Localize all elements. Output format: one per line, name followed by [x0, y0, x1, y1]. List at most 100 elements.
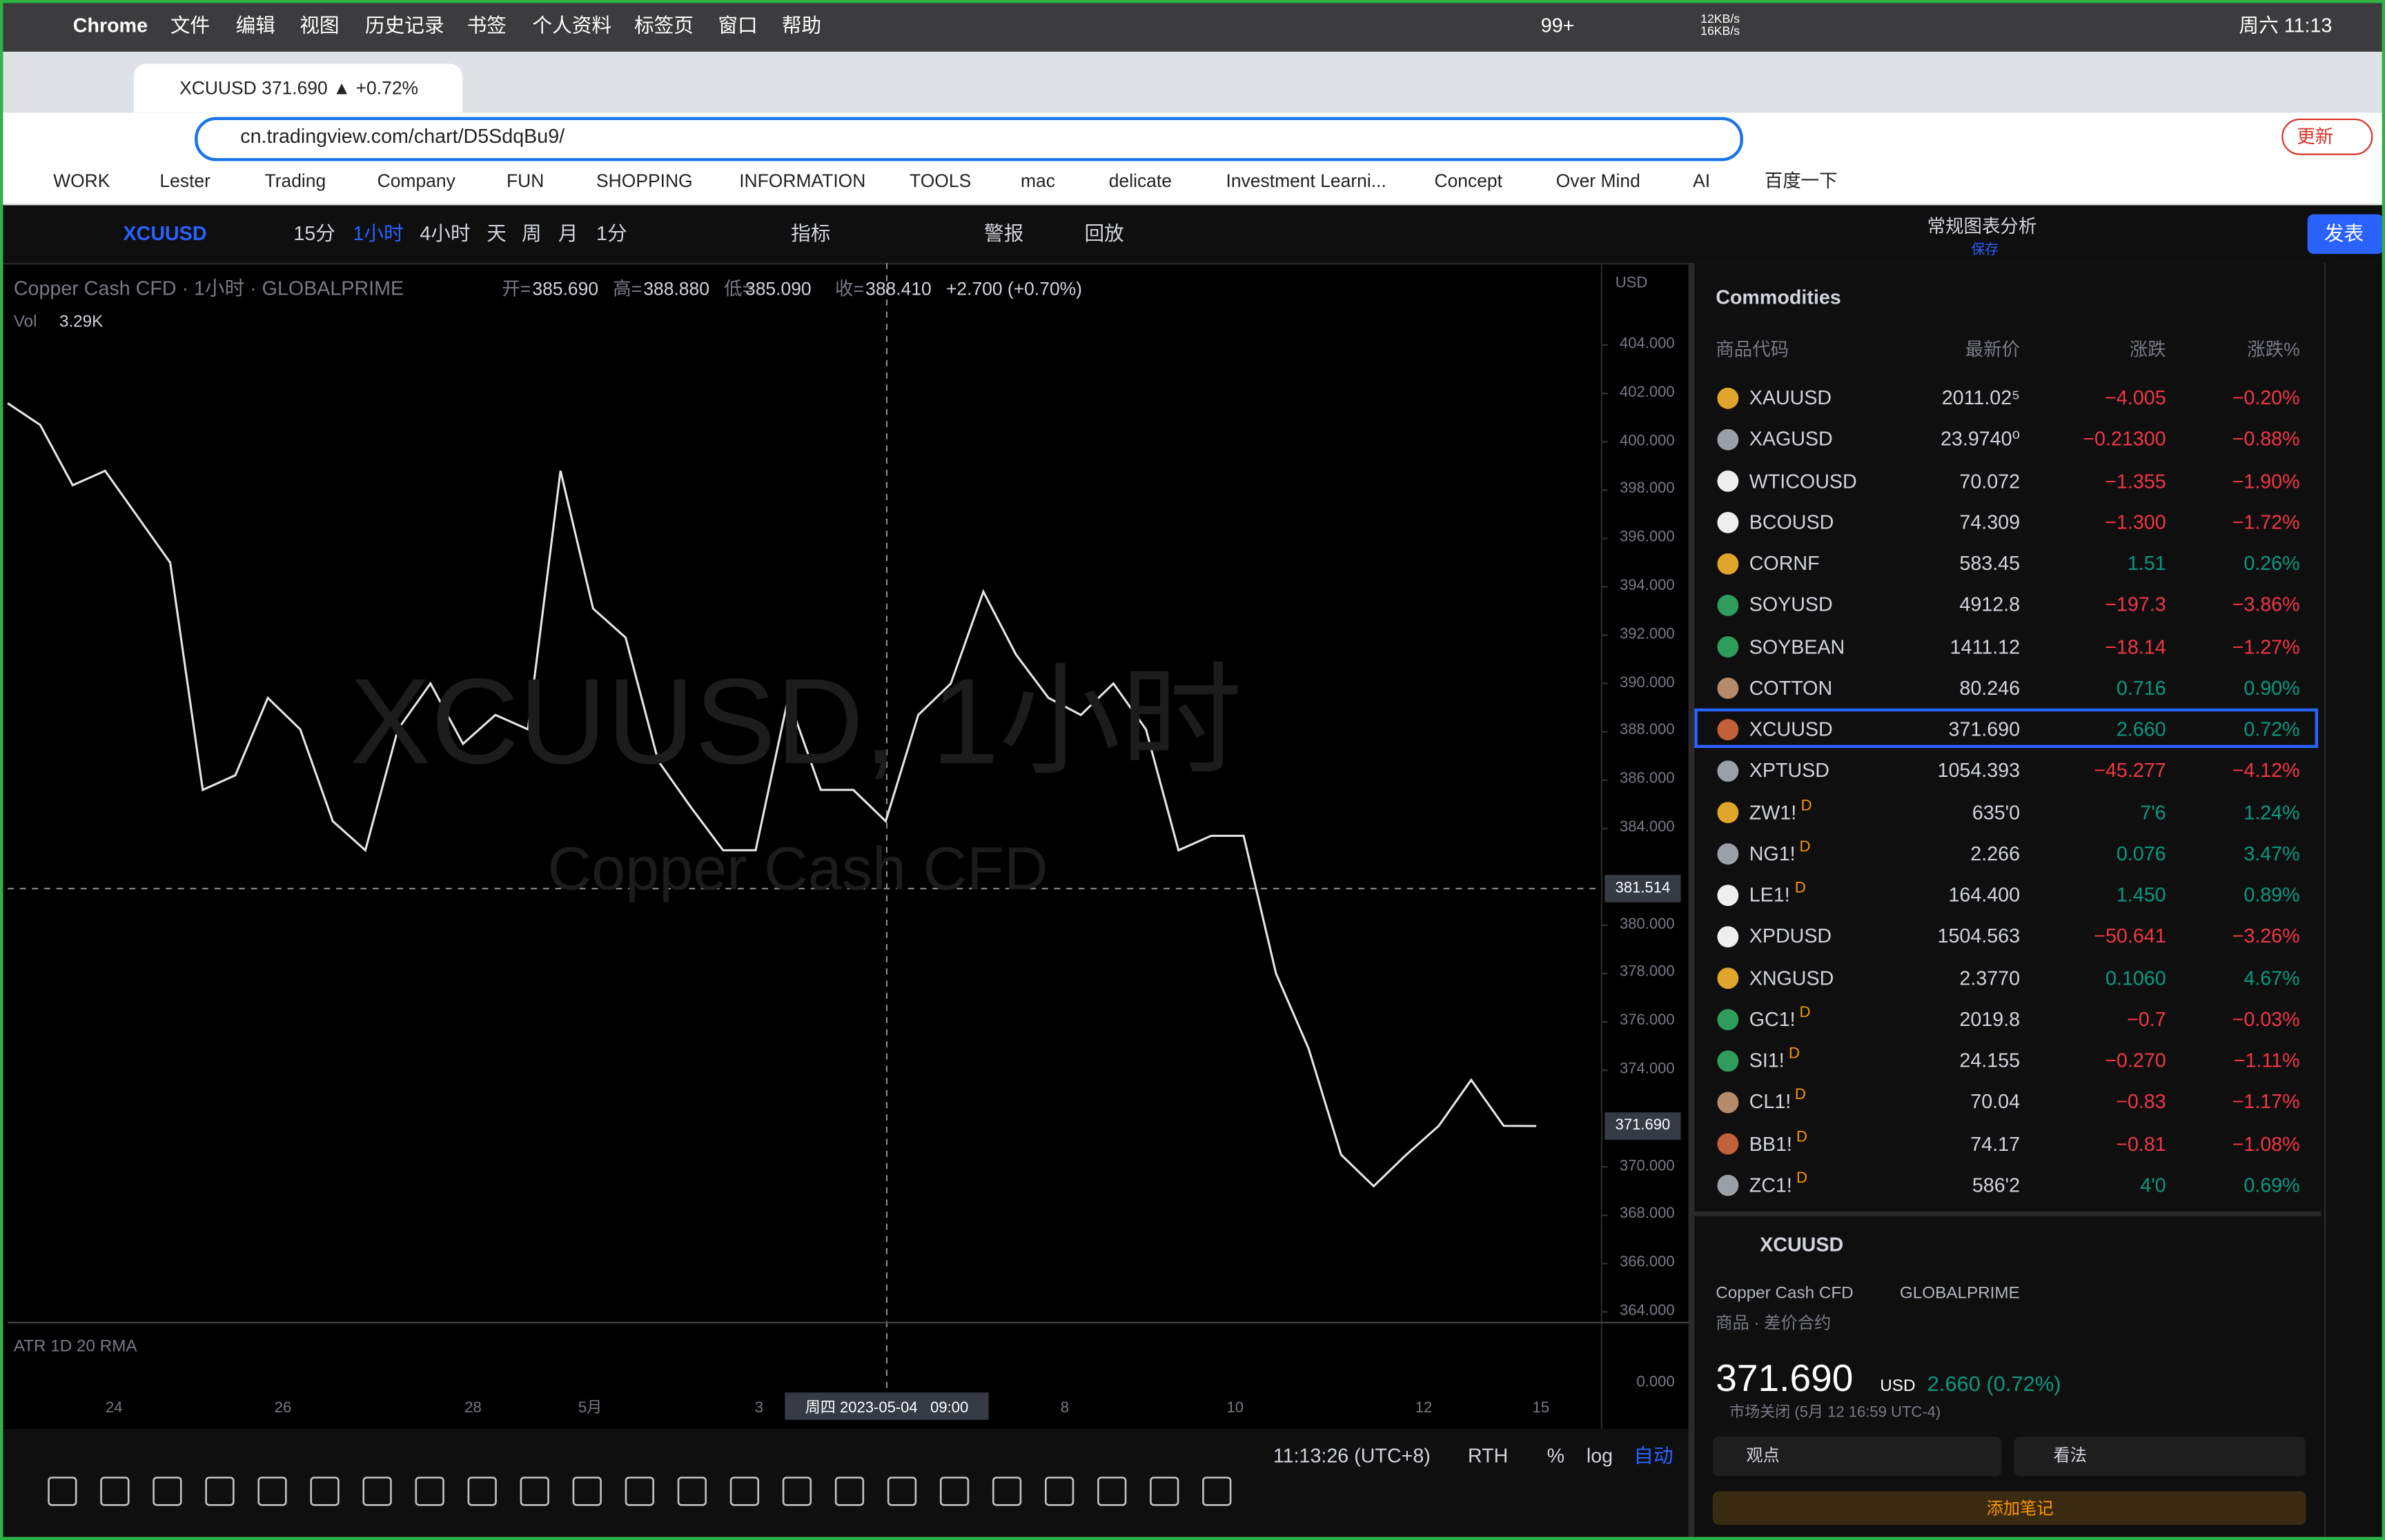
symbol-icon	[1717, 926, 1739, 948]
watchlist-title[interactable]: Commodities	[1716, 286, 1841, 309]
right-sidebar	[2324, 263, 2385, 1540]
row-symbol[interactable]: BCOUSD	[1749, 510, 1834, 533]
time-label: 10	[1226, 1400, 1244, 1417]
row-symbol[interactable]: WTICOUSD	[1749, 468, 1857, 492]
url[interactable]: cn.tradingview.com/chart/D5SdqBu9/	[240, 124, 565, 148]
bookmark[interactable]: Lester	[159, 170, 210, 192]
status-badge: 99+	[1540, 13, 1575, 37]
publish-button[interactable]	[2307, 214, 2384, 254]
row-symbol[interactable]: CORNF	[1749, 551, 1820, 575]
bookmark[interactable]: Over Mind	[1555, 170, 1640, 192]
row-symbol[interactable]: XAGUSD	[1749, 427, 1833, 451]
symbol[interactable]: XCUUSD	[123, 221, 207, 245]
bookmark[interactable]: 百度一下	[1764, 170, 1838, 192]
bookmark[interactable]: Company	[377, 170, 455, 192]
row-price: 2011.02⁵	[1941, 386, 2021, 409]
ideas[interactable]: 观点	[1746, 1447, 1780, 1465]
layout-name[interactable]: 常规图表分析	[1927, 215, 2037, 237]
row-symbol[interactable]: SOYBEAN	[1749, 634, 1845, 658]
drawing-toolbar	[0, 1429, 1689, 1540]
row-symbol[interactable]: XPDUSD	[1749, 925, 1832, 948]
add-note[interactable]: 添加笔记	[1986, 1500, 2054, 1519]
price-tick-label: 404.000	[1620, 335, 1675, 353]
alert[interactable]: 警报	[984, 221, 1024, 245]
delayed-mark: D	[1789, 1045, 1800, 1063]
menu-item[interactable]: 个人资料	[532, 13, 612, 37]
opinions[interactable]: 看法	[2053, 1447, 2088, 1465]
menu-item[interactable]: 帮助	[781, 13, 822, 37]
status-log[interactable]: log	[1586, 1444, 1613, 1468]
ideas-button[interactable]	[1712, 1437, 2002, 1477]
interval[interactable]: 4小时	[420, 221, 471, 245]
row-symbol[interactable]: CL1!	[1749, 1090, 1792, 1114]
row-symbol[interactable]: BB1!	[1749, 1132, 1792, 1155]
menu-item[interactable]: 书签	[467, 13, 507, 37]
bookmark[interactable]: TOOLS	[910, 170, 972, 192]
publish[interactable]: 发表	[2324, 221, 2364, 245]
volume-label: Vol	[13, 313, 37, 332]
active-tab[interactable]	[133, 63, 463, 113]
bookmark[interactable]: FUN	[506, 170, 544, 192]
row-symbol[interactable]: XAUUSD	[1749, 386, 1832, 409]
tool-icon	[1150, 1477, 1179, 1506]
menu-item[interactable]: 标签页	[634, 13, 694, 37]
time-label: 12	[1415, 1400, 1433, 1417]
interval[interactable]: 1小时	[353, 221, 404, 245]
bookmark[interactable]: mac	[1020, 170, 1055, 192]
interval[interactable]: 月	[558, 221, 578, 245]
row-symbol[interactable]: SOYUSD	[1749, 593, 1833, 616]
row-symbol[interactable]: ZW1!	[1749, 800, 1797, 824]
app-menu: Chrome	[72, 13, 148, 37]
note-button[interactable]	[1712, 1491, 2306, 1525]
price-tick-label: 396.000	[1620, 529, 1675, 546]
legend-high: 388.880	[643, 278, 709, 300]
row-price: 80.246	[1959, 675, 2021, 699]
row-symbol[interactable]: XCUUSD	[1749, 717, 1833, 741]
update-button[interactable]	[2281, 118, 2373, 155]
interval[interactable]: 1分	[596, 221, 627, 245]
interval[interactable]: 15分	[293, 221, 335, 245]
bookmark[interactable]: Trading	[264, 170, 326, 192]
menu-item[interactable]: 编辑	[235, 13, 275, 37]
menu-item[interactable]: 文件	[170, 13, 210, 37]
status-rth[interactable]: RTH	[1467, 1444, 1509, 1468]
row-change: 0.1060	[2105, 966, 2166, 989]
column-header: 涨跌	[2129, 339, 2166, 361]
bookmark[interactable]: Investment Learni...	[1226, 170, 1386, 192]
opinions-button[interactable]	[2014, 1437, 2306, 1477]
detail-category: 商品 · 差价合约	[1716, 1314, 1832, 1334]
tool-icon	[100, 1477, 130, 1506]
column-header: 商品代码	[1716, 339, 1789, 361]
bookmark[interactable]: WORK	[53, 170, 110, 192]
bookmark[interactable]: delicate	[1108, 170, 1172, 192]
update-label[interactable]: 更新	[2297, 126, 2334, 148]
delayed-mark: D	[1794, 1087, 1806, 1105]
interval[interactable]: 天	[487, 221, 507, 245]
row-symbol[interactable]: SI1!	[1749, 1049, 1785, 1072]
menu-item[interactable]: 历史记录	[364, 13, 444, 37]
indicators[interactable]: 指标	[791, 221, 831, 245]
bookmark[interactable]: AI	[1693, 170, 1711, 192]
row-symbol[interactable]: COTTON	[1749, 675, 1833, 699]
selected-row[interactable]	[1694, 708, 2319, 749]
menu-item[interactable]: 视图	[300, 13, 340, 37]
menu-item[interactable]: 窗口	[718, 13, 758, 37]
bookmark[interactable]: Concept	[1434, 170, 1502, 192]
status-auto[interactable]: 自动	[1633, 1444, 1674, 1468]
crosshair-price: 381.514	[1615, 879, 1671, 896]
interval[interactable]: 周	[522, 221, 542, 245]
row-symbol[interactable]: NG1!	[1749, 842, 1796, 865]
status-pct[interactable]: %	[1547, 1444, 1565, 1468]
address-bar[interactable]	[195, 117, 1743, 161]
row-symbol[interactable]: GC1!	[1749, 1007, 1796, 1031]
row-symbol[interactable]: LE1!	[1749, 883, 1790, 907]
row-symbol[interactable]: XPTUSD	[1749, 758, 1829, 782]
bookmark[interactable]: SHOPPING	[596, 170, 693, 192]
row-symbol[interactable]: XNGUSD	[1749, 966, 1834, 989]
bookmark[interactable]: INFORMATION	[739, 170, 866, 192]
replay[interactable]: 回放	[1084, 221, 1124, 245]
tool-icon	[362, 1477, 392, 1506]
row-symbol[interactable]: ZC1!	[1749, 1173, 1792, 1196]
row-price: 1054.393	[1937, 758, 2021, 782]
